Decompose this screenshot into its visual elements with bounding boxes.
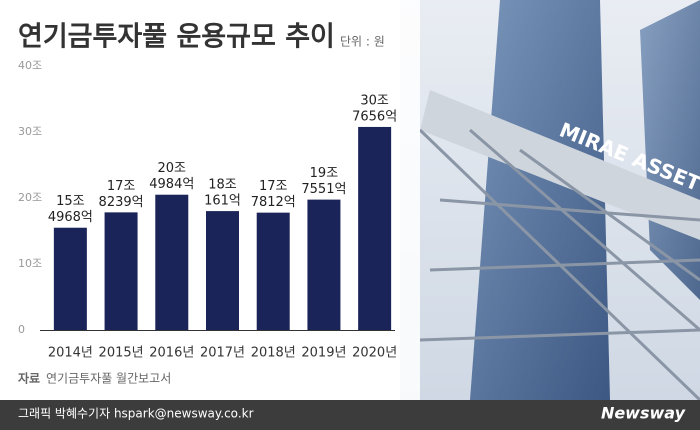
x-tick-label: 2016년 xyxy=(149,346,194,361)
value-label: 17조 xyxy=(259,179,288,194)
value-label: 4968억 xyxy=(48,210,93,225)
source: 연기금투자풀 월간보고서 xyxy=(46,372,171,386)
x-tick-label: 2017년 xyxy=(200,346,245,361)
y-tick-label: 30조 xyxy=(18,125,42,138)
y-tick-label: 10조 xyxy=(18,257,42,270)
value-label: 17조 xyxy=(107,179,136,194)
bar xyxy=(256,212,290,330)
value-label: 18조 xyxy=(208,178,237,193)
value-label: 8239억 xyxy=(99,195,144,210)
value-label: 7656억 xyxy=(352,109,397,124)
bar xyxy=(104,212,138,330)
x-tick-label: 2015년 xyxy=(99,346,144,361)
x-tick-label: 2018년 xyxy=(251,346,296,361)
bar xyxy=(206,211,239,330)
value-label: 4984억 xyxy=(149,177,194,192)
value-label: 7551억 xyxy=(301,182,346,197)
value-label: 161억 xyxy=(204,194,241,209)
bar xyxy=(307,199,341,330)
value-label: 15조 xyxy=(56,194,85,209)
value-label: 30조 xyxy=(360,93,389,108)
brand: Newsway xyxy=(601,404,686,423)
footer-bar xyxy=(0,400,700,430)
y-tick-label: 40조 xyxy=(18,59,42,72)
bar xyxy=(155,194,189,330)
photo: MIRAE ASSET xyxy=(400,0,700,402)
chart-panel xyxy=(0,0,420,400)
value-label: 20조 xyxy=(158,161,187,176)
credit: 그래픽 박혜수기자 hspark@newsway.co.kr xyxy=(18,407,254,421)
y-tick-label: 0 xyxy=(18,323,25,336)
unit-note: 단위 : 원 xyxy=(340,35,385,49)
x-tick-label: 2014년 xyxy=(48,346,93,361)
bar xyxy=(53,227,87,330)
chart-title: 연기금투자풀 운용규모 추이 xyxy=(18,22,335,53)
y-tick-label: 20조 xyxy=(18,191,42,204)
source-label: 자료 xyxy=(18,371,40,386)
bar xyxy=(358,126,392,330)
x-tick-label: 2020년 xyxy=(352,346,397,361)
value-label: 19조 xyxy=(310,166,339,181)
value-label: 7812억 xyxy=(251,195,296,210)
x-tick-label: 2019년 xyxy=(301,346,346,361)
